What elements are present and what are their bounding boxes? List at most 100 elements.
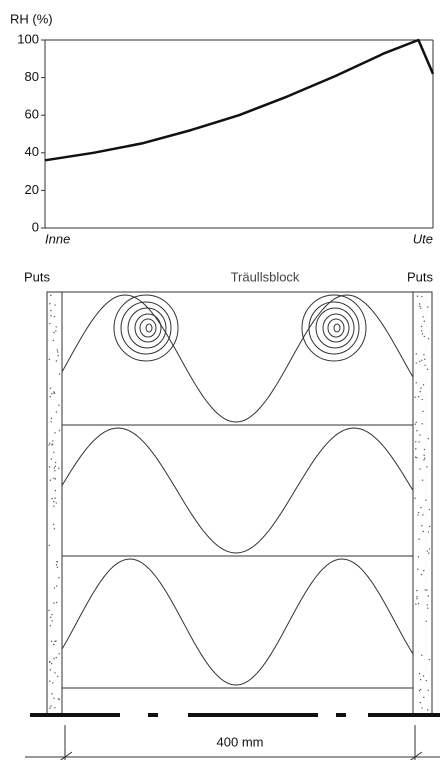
stipple (419, 701, 421, 704)
stipple (423, 569, 425, 572)
stipple (414, 456, 417, 458)
stipple (419, 390, 421, 393)
stipple (419, 434, 421, 436)
stipple (427, 531, 430, 533)
stipple (49, 387, 52, 390)
fibre-wave (61, 294, 414, 423)
stipple (422, 384, 425, 386)
stipple (423, 448, 426, 451)
stipple (54, 640, 56, 643)
stipple (420, 325, 423, 328)
stipple (53, 331, 55, 334)
stipple (53, 505, 55, 507)
stipple (422, 675, 425, 677)
stipple (56, 351, 59, 353)
stipple (49, 442, 51, 445)
stipple (416, 589, 418, 592)
stipple (53, 501, 55, 503)
stipple (421, 295, 423, 298)
stipple (422, 316, 424, 318)
stipple (425, 679, 428, 682)
stipple (54, 489, 57, 492)
stipple (50, 417, 53, 420)
stipple (52, 440, 54, 442)
stipple (421, 398, 423, 401)
stipple (418, 689, 421, 692)
stipple (422, 514, 424, 516)
stipple (423, 459, 425, 461)
stipple (54, 478, 57, 480)
stipple (55, 326, 57, 328)
stipple (50, 662, 53, 665)
stipple (415, 421, 418, 423)
stipple (56, 349, 58, 351)
stipple (58, 653, 60, 655)
stipple (49, 661, 51, 664)
wall (46, 291, 433, 716)
stipple (51, 393, 53, 395)
stipple (49, 707, 51, 709)
x-tick-label: Inne (45, 231, 70, 246)
stipple (423, 320, 425, 322)
stipple (419, 360, 421, 363)
y-tick-label: 80 (25, 69, 39, 84)
stipple (426, 368, 429, 371)
stipple (53, 587, 56, 589)
stipple (53, 528, 56, 530)
dimension-label: 400 mm (217, 734, 264, 749)
stipple (417, 511, 420, 514)
stipple (49, 303, 51, 305)
y-tick-label: 100 (17, 31, 39, 46)
stipple (420, 573, 423, 576)
stipple (55, 656, 57, 659)
stipple (421, 359, 423, 361)
stipple (416, 430, 418, 432)
stipple (428, 548, 431, 550)
stipple (423, 454, 425, 456)
stipple (49, 322, 51, 325)
stipple (55, 360, 58, 362)
stipple (51, 613, 53, 616)
stipple (58, 467, 60, 470)
stipple (50, 294, 52, 297)
stipple (423, 696, 425, 698)
stipple (420, 688, 422, 691)
stipple (50, 458, 53, 460)
stipple (58, 373, 61, 375)
stipple (57, 698, 60, 700)
stipple (53, 392, 55, 395)
stipple (54, 465, 57, 468)
stipple (48, 544, 51, 547)
stipple (419, 678, 422, 681)
stipple (415, 353, 418, 355)
stipple (55, 411, 58, 413)
stipple (415, 362, 417, 364)
stipple (52, 339, 55, 342)
y-tick-label: 20 (25, 182, 39, 197)
stipple (417, 514, 419, 516)
stipple (49, 625, 52, 627)
knot (113, 294, 179, 362)
stipple (56, 585, 58, 587)
stipple (421, 707, 423, 709)
stipple (48, 609, 50, 612)
stipple (48, 466, 51, 468)
stipple (420, 307, 422, 310)
stipple (424, 457, 426, 459)
plaster-right (412, 291, 433, 716)
stipple (49, 479, 52, 481)
stipple (56, 560, 58, 563)
stipple (418, 441, 420, 443)
stipple (428, 525, 431, 528)
stipple (415, 382, 417, 384)
stipple (48, 444, 50, 446)
stipple (54, 461, 57, 464)
stipple (421, 333, 424, 335)
stipple (54, 497, 56, 499)
stipple (52, 682, 54, 684)
stipple (424, 364, 426, 366)
stipple (49, 616, 52, 618)
stipple (53, 477, 55, 479)
